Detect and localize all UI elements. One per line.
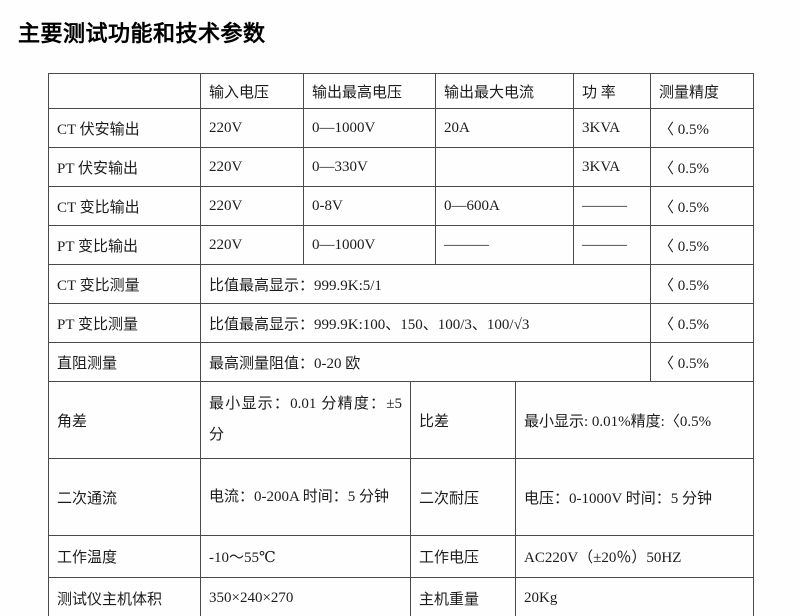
accuracy-value: 〈 0.5% (650, 108, 754, 148)
row-label: CT 变比输出 (48, 186, 201, 226)
row-label-2: 工作电压 (410, 535, 516, 578)
host-dimensions-value: 350×240×270 (200, 577, 411, 616)
accuracy-value: 〈 0.5% (650, 264, 754, 304)
header-corner-cell (48, 73, 201, 109)
spec-table-top: 输入电压 输出最高电压 输出最大电流 功 率 测量精度 CT 伏安输出 220V… (48, 73, 754, 382)
header-input-voltage: 输入电压 (200, 73, 304, 109)
header-max-output-voltage: 输出最高电压 (303, 73, 436, 109)
accuracy-value: 〈 0.5% (650, 225, 754, 265)
table-row-ct-ratio-output: CT 变比输出 220V 0-8V 0—600A ——— 〈 0.5% (48, 186, 754, 226)
row-label: 工作温度 (48, 535, 201, 578)
row-label: PT 变比测量 (48, 303, 201, 343)
row-label: 角差 (48, 381, 201, 459)
table-row-angle-error: 角差 最小显示：0.01 分精度：±5 分 比差 最小显示: 0.01%精度:〈… (48, 381, 754, 459)
row-label: 直阻测量 (48, 342, 201, 382)
row-label: 测试仪主机体积 (48, 577, 201, 616)
input-voltage-value: 220V (200, 186, 304, 226)
input-voltage-value: 220V (200, 108, 304, 148)
row-label: CT 伏安输出 (48, 108, 201, 148)
accuracy-value: 〈 0.5% (650, 342, 754, 382)
row-label-2: 比差 (410, 381, 516, 459)
power-value: ——— (573, 225, 651, 265)
input-voltage-value: 220V (200, 225, 304, 265)
table-row-ct-ratio-measure: CT 变比测量 比值最高显示：999.9K:5/1 〈 0.5% (48, 264, 754, 304)
max-current-value: 0—600A (435, 186, 574, 226)
max-voltage-value: 0—330V (303, 147, 436, 187)
power-value: ——— (573, 186, 651, 226)
table-row-secondary-current: 二次通流 电流：0-200A 时间：5 分钟 二次耐压 电压：0-1000V 时… (48, 458, 754, 536)
header-max-output-current: 输出最大电流 (435, 73, 574, 109)
measure-value: 最高测量阻值：0-20 欧 (200, 342, 651, 382)
power-value: 3KVA (573, 147, 651, 187)
row-label: CT 变比测量 (48, 264, 201, 304)
table-row-pt-va-output: PT 伏安输出 220V 0—330V 3KVA 〈 0.5% (48, 147, 754, 187)
row-label-2: 主机重量 (410, 577, 516, 616)
row-label: PT 伏安输出 (48, 147, 201, 187)
secondary-current-value: 电流：0-200A 时间：5 分钟 (200, 458, 411, 536)
angle-error-value: 最小显示：0.01 分精度：±5 分 (200, 381, 411, 459)
working-voltage-value: AC220V（±20％）50HZ (515, 535, 754, 578)
max-current-value: ——— (435, 225, 574, 265)
ratio-error-value: 最小显示: 0.01%精度:〈0.5% (515, 381, 754, 459)
row-label-2: 二次耐压 (410, 458, 516, 536)
table-row-dc-resistance-measure: 直阻测量 最高测量阻值：0-20 欧 〈 0.5% (48, 342, 754, 382)
spec-tables: 输入电压 输出最高电压 输出最大电流 功 率 测量精度 CT 伏安输出 220V… (48, 73, 754, 616)
spec-table-bottom: 角差 最小显示：0.01 分精度：±5 分 比差 最小显示: 0.01%精度:〈… (48, 381, 754, 616)
accuracy-value: 〈 0.5% (650, 186, 754, 226)
table-row-pt-ratio-output: PT 变比输出 220V 0—1000V ——— ——— 〈 0.5% (48, 225, 754, 265)
input-voltage-value: 220V (200, 147, 304, 187)
row-label: PT 变比输出 (48, 225, 201, 265)
power-value: 3KVA (573, 108, 651, 148)
table-row-host-dimensions: 测试仪主机体积 350×240×270 主机重量 20Kg (48, 577, 754, 616)
accuracy-value: 〈 0.5% (650, 147, 754, 187)
host-weight-value: 20Kg (515, 577, 754, 616)
max-voltage-value: 0-8V (303, 186, 436, 226)
table-row-ct-va-output: CT 伏安输出 220V 0—1000V 20A 3KVA 〈 0.5% (48, 108, 754, 148)
header-power: 功 率 (573, 73, 651, 109)
measure-value: 比值最高显示：999.9K:5/1 (200, 264, 651, 304)
table-row-working-temperature: 工作温度 -10～55℃ 工作电压 AC220V（±20％）50HZ (48, 535, 754, 578)
header-row: 输入电压 输出最高电压 输出最大电流 功 率 测量精度 (48, 73, 754, 109)
working-temperature-value: -10～55℃ (200, 535, 411, 578)
max-current-value: 20A (435, 108, 574, 148)
max-voltage-value: 0—1000V (303, 108, 436, 148)
withstand-voltage-value: 电压：0-1000V 时间：5 分钟 (515, 458, 754, 536)
max-current-value (435, 147, 574, 187)
header-accuracy: 测量精度 (650, 73, 754, 109)
page-title: 主要测试功能和技术参数 (18, 21, 266, 46)
row-label: 二次通流 (48, 458, 201, 536)
measure-value: 比值最高显示：999.9K:100、150、100/3、100/√3 (200, 303, 651, 343)
accuracy-value: 〈 0.5% (650, 303, 754, 343)
table-row-pt-ratio-measure: PT 变比测量 比值最高显示：999.9K:100、150、100/3、100/… (48, 303, 754, 343)
max-voltage-value: 0—1000V (303, 225, 436, 265)
